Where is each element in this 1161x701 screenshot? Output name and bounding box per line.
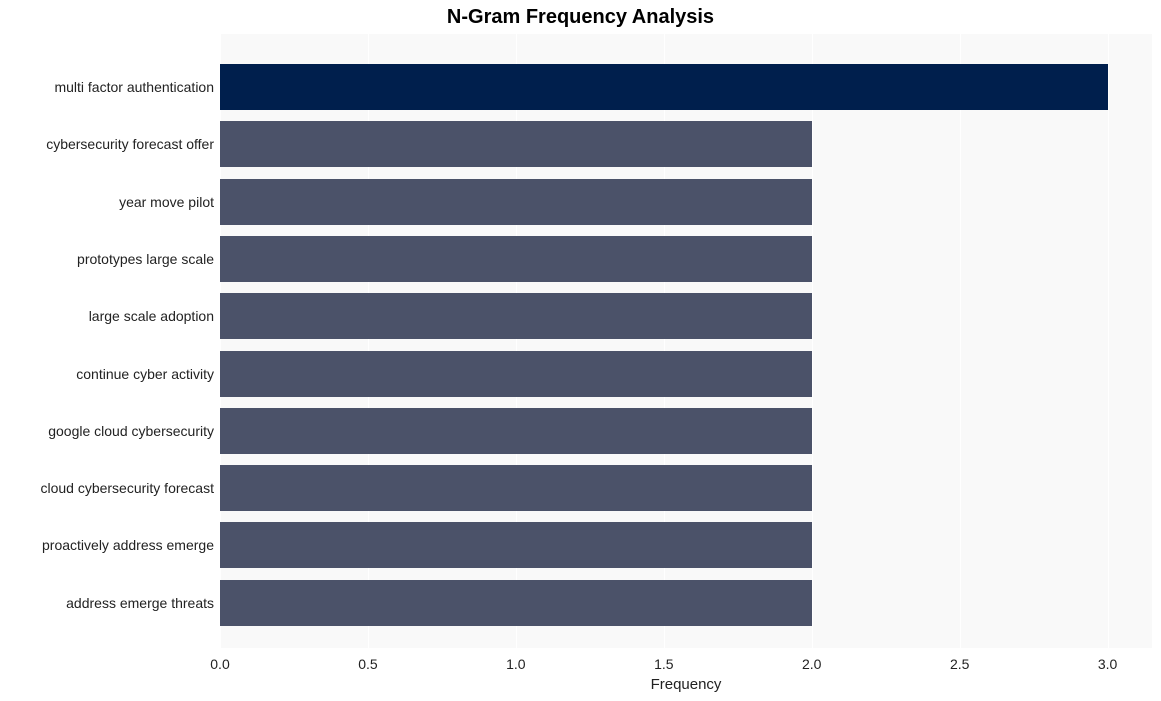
- bar: [220, 580, 812, 626]
- bar: [220, 465, 812, 511]
- x-tick-label: 2.0: [802, 656, 821, 672]
- x-tick-label: 2.5: [950, 656, 969, 672]
- bar: [220, 121, 812, 167]
- bar: [220, 293, 812, 339]
- x-axis-label: Frequency: [220, 676, 1152, 693]
- y-tick-label: large scale adoption: [89, 308, 214, 324]
- y-tick-label: prototypes large scale: [77, 251, 214, 267]
- bar: [220, 236, 812, 282]
- bar: [220, 179, 812, 225]
- chart-title: N-Gram Frequency Analysis: [0, 6, 1161, 29]
- x-tick-label: 0.5: [358, 656, 377, 672]
- y-tick-label: google cloud cybersecurity: [48, 423, 214, 439]
- x-tick-label: 1.5: [654, 656, 673, 672]
- x-tick-label: 0.0: [210, 656, 229, 672]
- y-tick-label: cybersecurity forecast offer: [46, 136, 214, 152]
- bar: [220, 351, 812, 397]
- plot-area: [220, 34, 1152, 648]
- bar: [220, 522, 812, 568]
- bar: [220, 408, 812, 454]
- y-tick-label: address emerge threats: [66, 595, 214, 611]
- y-tick-label: cloud cybersecurity forecast: [40, 480, 214, 496]
- ngram-chart: N-Gram Frequency Analysis Frequency 0.0 0…: [0, 0, 1161, 701]
- x-tick-label: 3.0: [1098, 656, 1117, 672]
- y-tick-label: multi factor authentication: [54, 79, 214, 95]
- bar: [220, 64, 1108, 110]
- y-tick-label: proactively address emerge: [42, 537, 214, 553]
- y-tick-label: year move pilot: [119, 194, 214, 210]
- y-tick-label: continue cyber activity: [76, 366, 214, 382]
- x-tick-label: 1.0: [506, 656, 525, 672]
